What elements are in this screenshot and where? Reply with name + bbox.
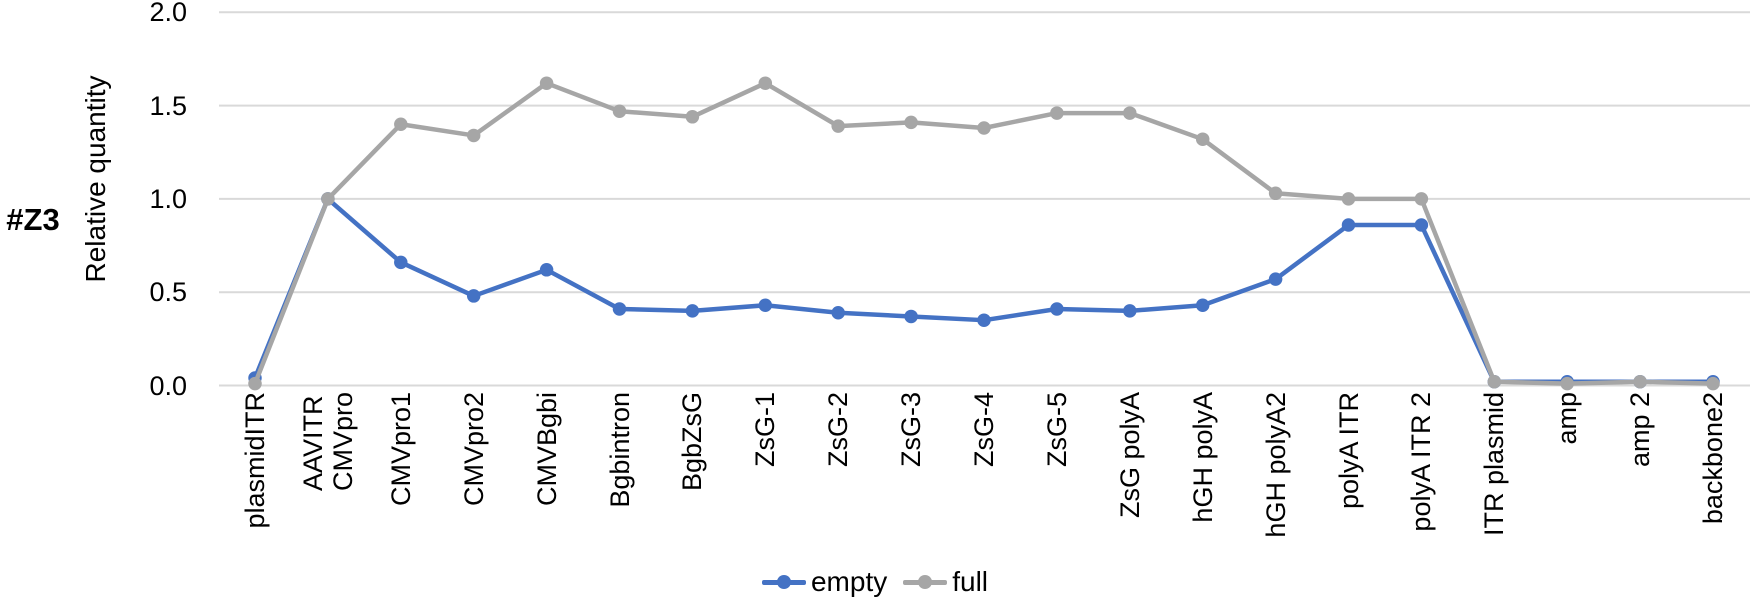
data-point-full xyxy=(1195,132,1210,146)
data-point-empty xyxy=(539,263,554,277)
x-tick-label: ZsG-1 xyxy=(750,392,781,468)
data-point-empty xyxy=(758,298,773,313)
data-point-full xyxy=(977,121,991,135)
data-point-full xyxy=(612,104,627,118)
data-point-full xyxy=(1560,376,1574,391)
x-tick-label: ITR plasmid xyxy=(1479,392,1510,537)
data-point-empty xyxy=(977,313,991,327)
y-tick-label: 1.0 xyxy=(149,183,187,214)
x-tick-label: AAVITR CMVpro xyxy=(297,392,358,492)
chart-legend: empty full xyxy=(0,564,1750,600)
data-point-full xyxy=(321,192,335,206)
x-tick-label: CMVpro2 xyxy=(458,392,489,507)
data-point-empty xyxy=(1341,218,1356,232)
legend-marker-icon xyxy=(903,575,948,589)
y-tick-label: 0.0 xyxy=(149,370,187,401)
x-tick-label: amp 2 xyxy=(1625,392,1656,468)
x-tick-label: ZsG polyA xyxy=(1114,392,1145,519)
data-point-empty xyxy=(1268,272,1283,286)
x-tick-label: ZsG-4 xyxy=(969,392,999,468)
data-point-full xyxy=(394,117,408,132)
x-tick-label: ZsG-5 xyxy=(1041,392,1072,468)
data-point-empty xyxy=(685,304,700,318)
legend-item-full: full xyxy=(903,566,988,598)
x-tick-label: polyA ITR xyxy=(1333,392,1364,510)
x-tick-label: backbone2 xyxy=(1698,392,1728,525)
x-tick-label: polyA ITR 2 xyxy=(1406,392,1437,532)
data-point-empty xyxy=(1050,302,1064,316)
x-tick-label: ZsG-3 xyxy=(896,392,927,468)
chart-row-label: #Z3 xyxy=(6,202,60,237)
x-tick-label: hGH polyA xyxy=(1187,392,1218,523)
data-point-full xyxy=(1341,192,1356,206)
legend-marker-icon xyxy=(761,575,806,589)
data-point-empty xyxy=(466,289,481,303)
legend-dot-icon xyxy=(776,575,791,589)
data-point-full xyxy=(831,119,845,133)
data-point-full xyxy=(1268,186,1283,201)
x-tick-label: amp xyxy=(1552,392,1583,445)
x-tick-label: CMVpro1 xyxy=(385,392,416,507)
data-point-full xyxy=(1706,376,1720,391)
legend-label: empty xyxy=(810,566,888,597)
data-point-full xyxy=(1633,375,1647,389)
data-point-full xyxy=(1487,375,1502,389)
data-point-empty xyxy=(394,255,408,270)
x-tick-label: Bgbintron xyxy=(604,392,635,508)
data-point-full xyxy=(1050,106,1064,120)
legend-dot-icon xyxy=(918,575,933,589)
x-tick-label: plasmidITR xyxy=(240,392,270,529)
x-tick-label: hGH polyA2 xyxy=(1260,392,1291,538)
data-point-full xyxy=(1414,192,1429,206)
y-tick-label: 2.0 xyxy=(149,0,187,28)
data-point-empty xyxy=(904,309,918,324)
legend-item-empty: empty xyxy=(761,566,888,598)
data-point-full xyxy=(685,110,700,124)
x-tick-label: CMVBgbi xyxy=(531,392,562,507)
data-point-empty xyxy=(1123,304,1137,318)
data-point-empty xyxy=(831,305,845,320)
x-tick-label: ZsG-2 xyxy=(823,392,854,468)
data-point-full xyxy=(466,128,481,143)
data-point-empty xyxy=(1195,298,1210,313)
data-point-full xyxy=(539,76,554,90)
data-point-empty xyxy=(612,302,627,316)
x-tick-label: BgbZsG xyxy=(677,392,708,492)
data-point-full xyxy=(1123,106,1137,120)
y-tick-label: 0.5 xyxy=(149,277,187,308)
data-point-full xyxy=(904,115,918,130)
data-point-full xyxy=(248,376,262,391)
y-tick-label: 1.5 xyxy=(149,90,187,121)
data-point-empty xyxy=(1414,218,1429,232)
data-point-full xyxy=(758,76,773,90)
legend-label: full xyxy=(952,566,989,597)
